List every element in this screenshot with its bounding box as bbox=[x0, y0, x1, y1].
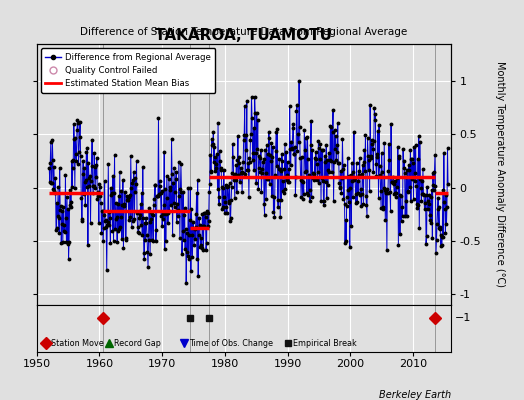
Text: Record Gap: Record Gap bbox=[114, 339, 161, 348]
Title: TAKAROA, TUAMOTU: TAKAROA, TUAMOTU bbox=[155, 28, 332, 43]
Text: Difference of Station Temperature Data from Regional Average: Difference of Station Temperature Data f… bbox=[80, 28, 407, 38]
Legend: Difference from Regional Average, Quality Control Failed, Estimated Station Mean: Difference from Regional Average, Qualit… bbox=[41, 48, 215, 92]
Text: Time of Obs. Change: Time of Obs. Change bbox=[189, 339, 273, 348]
Text: Berkeley Earth: Berkeley Earth bbox=[378, 390, 451, 400]
Y-axis label: Monthly Temperature Anomaly Difference (°C): Monthly Temperature Anomaly Difference (… bbox=[495, 61, 505, 287]
Text: −1: −1 bbox=[455, 313, 471, 323]
Text: Station Move: Station Move bbox=[51, 339, 104, 348]
Text: Empirical Break: Empirical Break bbox=[292, 339, 356, 348]
